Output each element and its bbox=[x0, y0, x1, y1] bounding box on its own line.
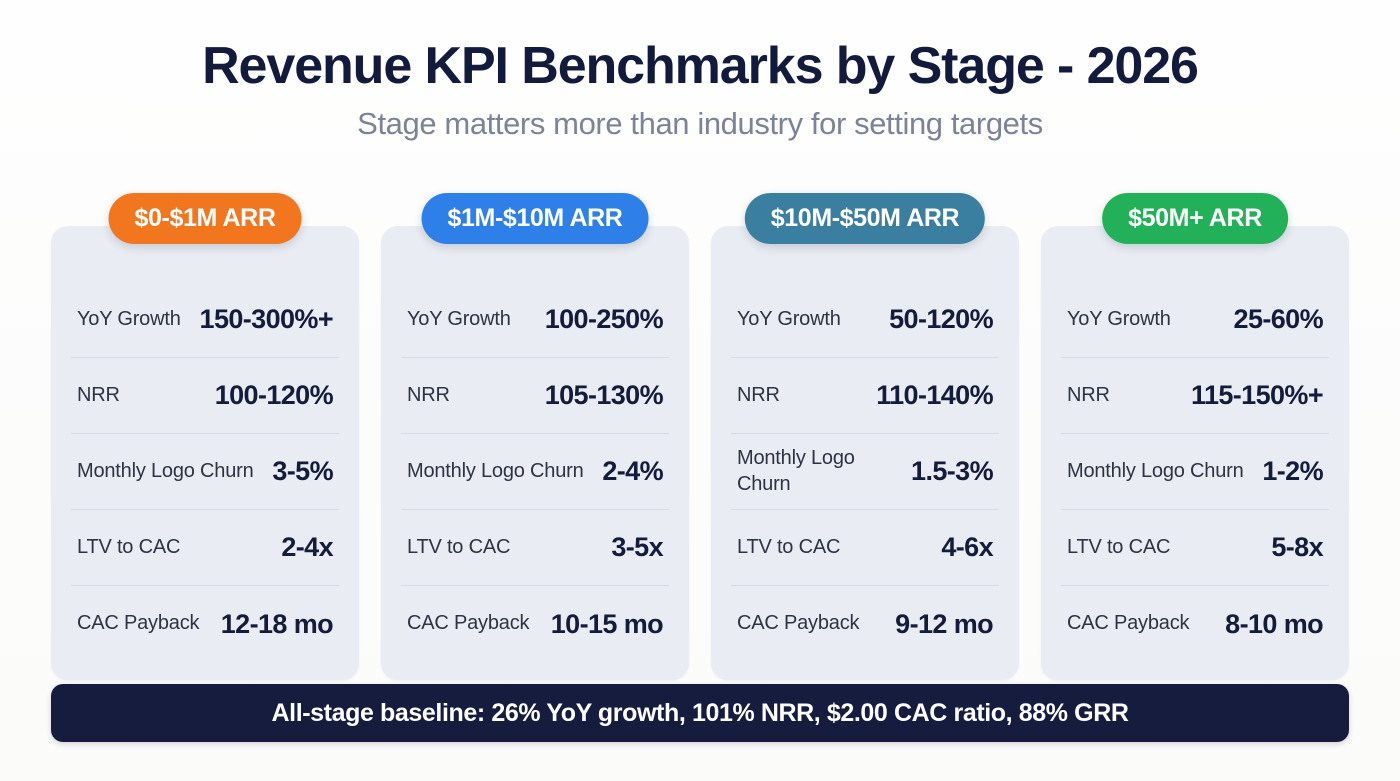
metric-label: YoY Growth bbox=[77, 307, 181, 330]
metric-value: 105-130% bbox=[544, 380, 664, 410]
metric-label: CAC Payback bbox=[77, 612, 200, 635]
metric-label: Monthly Logo Churn bbox=[1067, 459, 1244, 482]
header: Revenue KPI Benchmarks by Stage - 2026 S… bbox=[0, 0, 1400, 142]
metric-row: NRR 110-140% bbox=[731, 358, 999, 434]
metric-label: CAC Payback bbox=[407, 612, 530, 635]
metric-row: CAC Payback 10-15 mo bbox=[401, 586, 669, 662]
metric-value: 4-6x bbox=[941, 532, 993, 562]
page-title: Revenue KPI Benchmarks by Stage - 2026 bbox=[202, 37, 1199, 95]
metric-label: YoY Growth bbox=[407, 307, 511, 330]
metric-value: 2-4% bbox=[602, 456, 663, 486]
stage-badge-1: $0-$1M ARR bbox=[108, 193, 302, 244]
metric-row: Monthly Logo Churn 1-2% bbox=[1061, 434, 1329, 510]
metric-value: 10-15 mo bbox=[550, 608, 664, 639]
metric-rows-4: YoY Growth 25-60% NRR 115-150%+ Monthly … bbox=[1061, 282, 1329, 662]
metric-label: YoY Growth bbox=[1067, 307, 1171, 330]
metric-row: LTV to CAC 4-6x bbox=[731, 510, 999, 586]
metric-row: YoY Growth 100-250% bbox=[401, 282, 669, 358]
metric-label: LTV to CAC bbox=[407, 535, 511, 558]
stage-badge-2: $1M-$10M ARR bbox=[421, 193, 649, 244]
metric-row: Monthly Logo Churn 3-5% bbox=[71, 434, 339, 510]
baseline-footer-bar: All-stage baseline: 26% YoY growth, 101%… bbox=[51, 684, 1349, 742]
metric-value: 150-300%+ bbox=[199, 304, 334, 334]
metric-label: LTV to CAC bbox=[1067, 535, 1171, 558]
metric-row: NRR 100-120% bbox=[71, 358, 339, 434]
metric-label: NRR bbox=[737, 383, 780, 406]
metric-row: CAC Payback 12-18 mo bbox=[71, 586, 339, 662]
metric-label: Monthly Logo Churn bbox=[737, 446, 855, 495]
metric-label: CAC Payback bbox=[1067, 612, 1190, 635]
metric-row: YoY Growth 150-300%+ bbox=[71, 282, 339, 358]
metric-value: 100-250% bbox=[544, 304, 664, 334]
stage-badge-3: $10M-$50M ARR bbox=[744, 193, 986, 244]
metric-value: 2-4x bbox=[281, 532, 333, 562]
metric-row: Monthly Logo Churn 1.5-3% bbox=[731, 434, 999, 510]
metric-label: LTV to CAC bbox=[77, 535, 181, 558]
metric-value: 25-60% bbox=[1233, 304, 1324, 334]
metric-row: YoY Growth 25-60% bbox=[1061, 282, 1329, 358]
metric-rows-1: YoY Growth 150-300%+ NRR 100-120% Monthl… bbox=[71, 282, 339, 662]
metric-value: 8-10 mo bbox=[1225, 608, 1323, 639]
metric-value: 12-18 mo bbox=[220, 608, 334, 639]
metric-label: Monthly Logo Churn bbox=[407, 459, 584, 482]
metric-value: 5-8x bbox=[1271, 532, 1323, 562]
metric-value: 1-2% bbox=[1262, 456, 1323, 486]
metric-row: YoY Growth 50-120% bbox=[731, 282, 999, 358]
metric-row: CAC Payback 8-10 mo bbox=[1061, 586, 1329, 662]
metric-value: 110-140% bbox=[876, 380, 993, 410]
metric-value: 115-150%+ bbox=[1191, 380, 1324, 410]
metric-label: Monthly Logo Churn bbox=[77, 459, 254, 482]
metric-row: NRR 105-130% bbox=[401, 358, 669, 434]
metric-label: NRR bbox=[407, 383, 450, 406]
metric-value: 50-120% bbox=[889, 304, 993, 334]
metric-rows-2: YoY Growth 100-250% NRR 105-130% Monthly… bbox=[401, 282, 669, 662]
page-subtitle: Stage matters more than industry for set… bbox=[357, 106, 1043, 142]
metric-row: Monthly Logo Churn 2-4% bbox=[401, 434, 669, 510]
stage-card-2: $1M-$10M ARR YoY Growth 100-250% NRR 105… bbox=[381, 193, 689, 680]
metric-row: LTV to CAC 5-8x bbox=[1061, 510, 1329, 586]
metric-value: 1.5-3% bbox=[911, 456, 994, 486]
metric-row: CAC Payback 9-12 mo bbox=[731, 586, 999, 662]
baseline-footer-text: All-stage baseline: 26% YoY growth, 101%… bbox=[271, 698, 1129, 727]
metric-row: NRR 115-150%+ bbox=[1061, 358, 1329, 434]
metric-label: CAC Payback bbox=[737, 612, 860, 635]
metric-value: 100-120% bbox=[214, 380, 334, 410]
metric-rows-3: YoY Growth 50-120% NRR 110-140% Monthly … bbox=[731, 282, 999, 662]
metric-label: NRR bbox=[77, 383, 120, 406]
metric-label: LTV to CAC bbox=[737, 535, 841, 558]
metric-label: NRR bbox=[1067, 383, 1110, 406]
metric-value: 3-5% bbox=[272, 456, 333, 486]
stage-card-1: $0-$1M ARR YoY Growth 150-300%+ NRR 100-… bbox=[51, 193, 359, 680]
metric-label: YoY Growth bbox=[737, 307, 841, 330]
stage-card-4: $50M+ ARR YoY Growth 25-60% NRR 115-150%… bbox=[1041, 193, 1349, 680]
stage-cards-row: $0-$1M ARR YoY Growth 150-300%+ NRR 100-… bbox=[51, 193, 1349, 680]
stage-card-3: $10M-$50M ARR YoY Growth 50-120% NRR 110… bbox=[711, 193, 1019, 680]
metric-value: 3-5x bbox=[611, 532, 663, 562]
metric-row: LTV to CAC 3-5x bbox=[401, 510, 669, 586]
metric-row: LTV to CAC 2-4x bbox=[71, 510, 339, 586]
metric-value: 9-12 mo bbox=[895, 608, 993, 639]
stage-badge-4: $50M+ ARR bbox=[1102, 193, 1288, 244]
